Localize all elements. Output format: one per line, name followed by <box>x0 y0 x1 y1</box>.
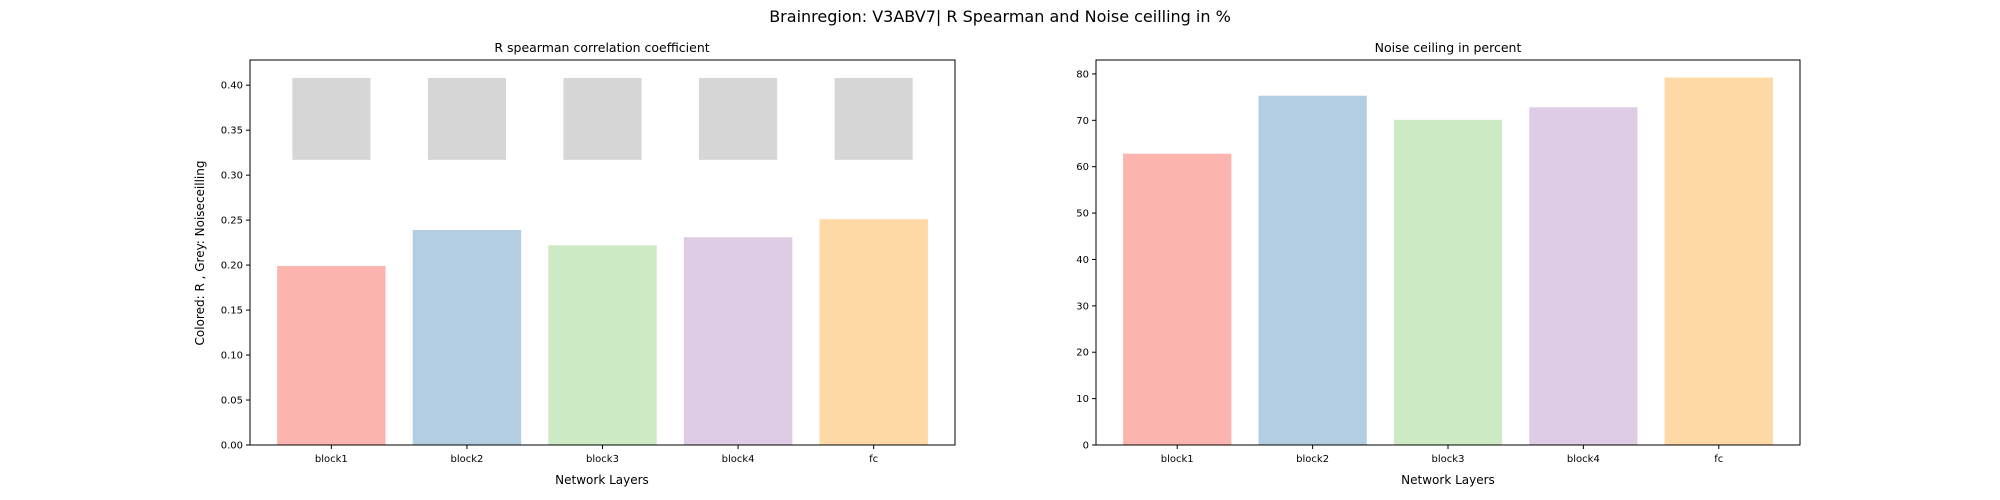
x-tick-label: block4 <box>1567 454 1600 465</box>
bar <box>1258 95 1367 446</box>
x-axis-label: Network Layers <box>1401 473 1495 487</box>
y-axis-label: Colored: R , Grey: Noiseceilling <box>193 161 207 346</box>
y-tick-label: 0.40 <box>221 81 243 92</box>
x-tick-label: fc <box>1714 454 1723 465</box>
y-tick-label: 0.25 <box>221 216 243 227</box>
x-tick-label: block3 <box>586 454 619 465</box>
noise-ceiling-box <box>427 77 506 160</box>
bar <box>412 230 522 445</box>
chart-title: R spearman correlation coefficient <box>494 40 709 55</box>
y-tick-label: 0.10 <box>221 351 243 362</box>
y-tick-label: 0.20 <box>221 261 243 272</box>
x-tick-label: block1 <box>315 454 348 465</box>
bar <box>548 245 657 445</box>
y-tick-label: 0.05 <box>221 396 243 407</box>
y-tick-label: 10 <box>1076 394 1089 405</box>
bar <box>683 237 793 445</box>
figure-title: Brainregion: V3ABV7| R Spearman and Nois… <box>769 7 1231 26</box>
chart-noise-ceiling: Noise ceiling in percent Network Layers … <box>1076 40 1801 487</box>
y-tick-label: 0.15 <box>221 306 243 317</box>
x-tick-label: fc <box>869 454 878 465</box>
bar <box>1664 77 1773 446</box>
bar <box>1529 107 1638 445</box>
y-tick-label: 60 <box>1076 162 1089 173</box>
y-tick-label: 80 <box>1076 69 1089 80</box>
x-tick-label: block3 <box>1432 454 1465 465</box>
x-tick-label: block4 <box>722 454 755 465</box>
noise-ceiling-box <box>699 77 778 160</box>
chart-title: Noise ceiling in percent <box>1375 40 1522 55</box>
noise-ceiling-box <box>292 77 371 160</box>
bar <box>819 219 928 445</box>
bar <box>1393 119 1503 446</box>
y-tick-label: 20 <box>1076 348 1089 359</box>
chart-r-spearman: R spearman correlation coefficient Netwo… <box>193 40 956 487</box>
bar <box>1123 153 1232 445</box>
x-tick-label: block2 <box>450 454 483 465</box>
x-axis-label: Network Layers <box>555 473 649 487</box>
y-tick-label: 0 <box>1083 441 1089 452</box>
y-tick-label: 30 <box>1076 301 1089 312</box>
y-tick-label: 0.35 <box>221 126 243 137</box>
x-tick-label: block1 <box>1161 454 1194 465</box>
y-tick-label: 0.30 <box>221 171 243 182</box>
x-tick-label: block2 <box>1296 454 1329 465</box>
y-tick-label: 0.00 <box>221 441 243 452</box>
y-tick-label: 70 <box>1076 116 1089 127</box>
noise-ceiling-box <box>563 77 642 160</box>
noise-ceiling-box <box>834 77 913 160</box>
bar <box>277 265 386 445</box>
y-tick-label: 50 <box>1076 209 1089 220</box>
y-tick-label: 40 <box>1076 255 1089 266</box>
